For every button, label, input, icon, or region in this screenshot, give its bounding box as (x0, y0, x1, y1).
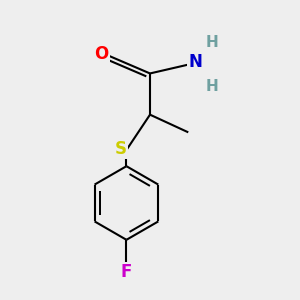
Text: H: H (206, 79, 218, 94)
Text: O: O (94, 45, 109, 63)
Text: S: S (115, 140, 127, 158)
Text: N: N (189, 53, 202, 71)
Text: F: F (121, 263, 132, 281)
Text: H: H (206, 35, 218, 50)
